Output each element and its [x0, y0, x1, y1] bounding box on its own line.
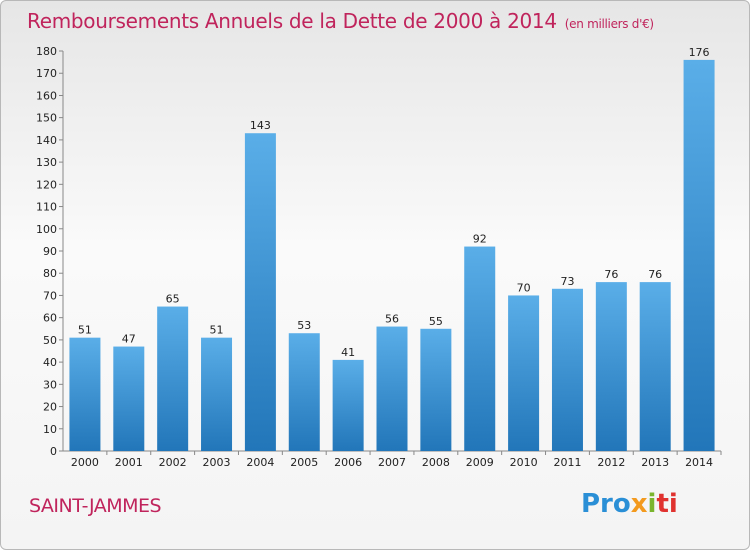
bar-value-label: 143	[250, 119, 271, 132]
y-tick-label: 150	[36, 112, 57, 125]
bar	[464, 246, 496, 451]
y-tick-label: 110	[36, 201, 57, 214]
logo-part: Pro	[581, 489, 631, 519]
y-tick-label: 50	[43, 334, 57, 347]
y-tick-label: 140	[36, 134, 57, 147]
y-tick-label: 0	[50, 445, 57, 458]
bar	[551, 288, 583, 451]
bar	[244, 133, 276, 451]
bar-value-label: 65	[166, 293, 180, 306]
x-tick-label: 2005	[290, 456, 318, 469]
x-tick-label: 2014	[685, 456, 713, 469]
y-tick-label: 90	[43, 245, 57, 258]
chart-subtitle: (en milliers d'€)	[564, 17, 654, 31]
proxiti-logo: Proxiti	[581, 489, 678, 519]
bar	[595, 282, 627, 451]
y-tick-label: 130	[36, 156, 57, 169]
commune-name: SAINT-JAMMES	[29, 495, 162, 517]
bars: 51 47 65 51 143 53 41 56 55 92 70 73 76 76 176	[69, 46, 715, 452]
y-tick-label: 160	[36, 89, 57, 102]
bar	[113, 346, 145, 451]
bar	[332, 359, 364, 451]
bar	[639, 282, 671, 451]
bar-value-label: 56	[385, 313, 399, 326]
bar	[69, 337, 101, 451]
bar	[376, 326, 408, 451]
bar	[420, 328, 452, 451]
x-tick-label: 2010	[510, 456, 538, 469]
bar	[683, 59, 715, 452]
y-tick-label: 120	[36, 178, 57, 191]
bar-value-label: 51	[210, 324, 224, 337]
x-tick-label: 2007	[378, 456, 406, 469]
y-tick-label: 20	[43, 401, 57, 414]
x-tick-label: 2013	[641, 456, 669, 469]
bar	[201, 337, 233, 451]
bar-chart: 0 10 20 30 40 50 60 70 80 90 100 110 120 130 140 150 160…	[36, 45, 722, 469]
x-tick-label: 2004	[246, 456, 274, 469]
x-tick-label: 2002	[159, 456, 187, 469]
x-axis: 2000 2001 2002 2003 2004 2005 2006 2007 2008 2009…	[63, 450, 722, 469]
x-tick-label: 2008	[422, 456, 450, 469]
bar	[508, 295, 540, 451]
bar-value-label: 92	[473, 233, 487, 246]
bar-value-label: 41	[341, 346, 355, 359]
x-tick-label: 2001	[115, 456, 143, 469]
y-tick-label: 60	[43, 312, 57, 325]
chart-title: Remboursements Annuels de la Dette de 20…	[27, 9, 654, 33]
bar-value-label: 76	[648, 268, 662, 281]
x-tick-label: 2009	[466, 456, 494, 469]
bar-value-label: 73	[560, 275, 574, 288]
x-tick-label: 2006	[334, 456, 362, 469]
y-tick-label: 30	[43, 378, 57, 391]
y-tick-label: 40	[43, 356, 57, 369]
logo-part: ti	[656, 489, 678, 519]
bar-value-label: 53	[297, 319, 311, 332]
bar-value-label: 51	[78, 324, 92, 337]
bar-value-label: 55	[429, 315, 443, 328]
y-tick-label: 100	[36, 223, 57, 236]
y-tick-label: 180	[36, 45, 57, 58]
bar-value-label: 76	[604, 268, 618, 281]
y-tick-label: 70	[43, 289, 57, 302]
x-tick-label: 2003	[203, 456, 231, 469]
x-tick-label: 2012	[597, 456, 625, 469]
x-tick-label: 2011	[553, 456, 581, 469]
bar	[157, 306, 189, 451]
bar	[288, 333, 320, 451]
y-axis: 0 10 20 30 40 50 60 70 80 90 100 110 120 130 140 150 160…	[36, 45, 64, 458]
bar-value-label: 47	[122, 333, 136, 346]
logo-part: i	[647, 489, 657, 519]
y-tick-label: 10	[43, 423, 57, 436]
logo-part: x	[630, 489, 648, 519]
y-tick-label: 170	[36, 67, 57, 80]
bar-value-label: 176	[689, 46, 710, 59]
bar-value-label: 70	[517, 281, 531, 294]
x-tick-label: 2000	[71, 456, 99, 469]
y-tick-label: 80	[43, 267, 57, 280]
